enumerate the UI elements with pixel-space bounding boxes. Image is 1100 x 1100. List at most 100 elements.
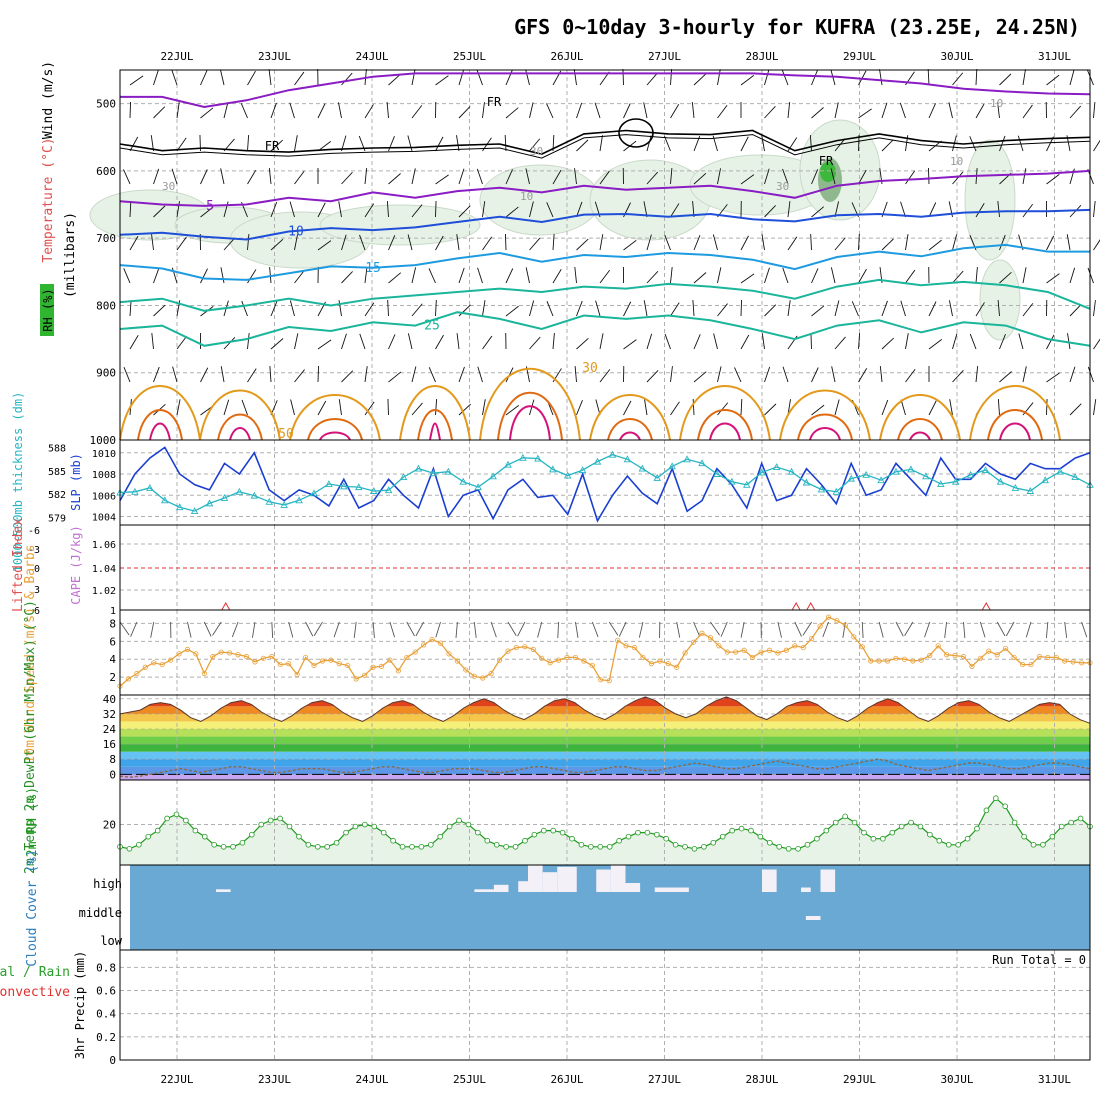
wind-barb	[712, 234, 718, 251]
wind-barb	[341, 370, 354, 383]
wind-barb	[740, 174, 755, 185]
wind-speed-point	[370, 664, 376, 670]
wind-barb	[435, 334, 444, 350]
wind-barb	[270, 139, 284, 152]
wind-barb	[435, 136, 444, 152]
wind-barb-10m	[305, 621, 314, 637]
wind-barb	[851, 301, 859, 317]
wind-barb	[761, 135, 765, 152]
wind-barb-10m	[130, 621, 138, 637]
wind-barb	[1022, 104, 1033, 119]
cloud-high-block	[474, 889, 494, 892]
ylabel-cloud: Cloud Cover (%)	[25, 849, 40, 966]
wind-speed-point	[302, 654, 309, 661]
rh-point	[691, 846, 698, 852]
wind-barb	[574, 168, 577, 185]
temp-band	[120, 766, 1090, 775]
thickness-marker	[937, 480, 945, 487]
wind-barb	[223, 399, 230, 416]
precip-tick: 0.2	[96, 1031, 116, 1044]
wind-barb	[643, 102, 648, 119]
rh-point	[333, 839, 340, 846]
rh-point	[371, 823, 378, 830]
thickness-marker	[131, 487, 139, 495]
thickness-tick: 579	[48, 513, 66, 524]
rh-point	[757, 833, 764, 840]
date-label-top: 31JUL	[1038, 50, 1071, 63]
isotherm-40-arch	[417, 409, 453, 441]
wind-speed-point	[657, 658, 663, 664]
isotherm-label: 15	[365, 261, 381, 276]
wind-barb	[220, 168, 225, 185]
wind-barb	[387, 299, 389, 317]
precip-tick: 0.6	[96, 985, 116, 998]
wind-barb	[1046, 398, 1048, 416]
wind-barb	[407, 234, 413, 251]
wind-barb	[787, 102, 791, 119]
date-label-top: 28JUL	[745, 50, 778, 63]
slp-tick: 1010	[92, 449, 116, 460]
cape-tick: 1.02	[92, 586, 116, 597]
wind-barb	[294, 234, 298, 251]
wind-speed-point	[362, 672, 368, 678]
wind-barb	[670, 203, 680, 218]
wind-barb	[200, 169, 208, 185]
thickness-marker	[355, 483, 363, 491]
isotherm-line	[119, 169, 1091, 207]
temp-tick: 0	[109, 768, 116, 781]
wind-barb	[1093, 102, 1096, 119]
thickness-marker	[444, 467, 453, 475]
precip-tick: 0.8	[96, 961, 116, 974]
wind-barb	[811, 169, 819, 185]
wind-barb	[717, 104, 728, 119]
wind-speed-point	[707, 635, 714, 641]
wind-barb-10m	[924, 621, 931, 638]
wind-barb	[386, 102, 389, 119]
thickness-marker	[877, 476, 885, 484]
thickness-marker	[549, 465, 557, 473]
rh-point	[663, 835, 670, 842]
thickness-marker	[802, 478, 811, 486]
wind-barb	[338, 300, 342, 317]
rh-point	[1058, 823, 1065, 830]
rh-contour-label: 10	[520, 190, 533, 203]
rh-point	[682, 843, 688, 850]
wind-barb	[740, 136, 749, 152]
wind-barb	[529, 201, 534, 218]
wind-barb	[810, 332, 812, 350]
wind-barb-10m	[693, 621, 701, 637]
isotherm-50-arch	[429, 422, 441, 441]
wind-barb	[809, 135, 812, 152]
thickness-marker	[265, 497, 273, 505]
wind-barb	[900, 201, 906, 218]
rh-shade	[589, 159, 711, 241]
rh-point	[588, 843, 594, 850]
thickness-marker	[474, 483, 482, 491]
date-label-bottom: 23JUL	[258, 1073, 291, 1086]
wind-barb	[928, 103, 936, 119]
wind-barb-10m	[861, 621, 864, 639]
wind-barb	[411, 204, 423, 218]
wind-barb	[505, 206, 519, 218]
rh-point	[1002, 803, 1009, 810]
wind-barb-10m	[119, 621, 130, 636]
rh-point	[974, 825, 980, 832]
wind-barb	[223, 201, 229, 218]
wind-barb	[858, 368, 868, 383]
wind-barb	[317, 202, 326, 218]
wind-barb-10m	[252, 621, 256, 638]
cloud-high-block	[542, 872, 558, 892]
isotherm-label: 5	[206, 199, 214, 214]
isotherm-40-arch	[797, 413, 853, 441]
panel-frame	[119, 949, 1091, 1061]
isotherm-line	[119, 278, 1091, 312]
ylabel-lifted-index: Lifted Index	[11, 518, 26, 612]
wind-barb	[810, 233, 812, 251]
wind-barb-10m	[490, 621, 497, 638]
wind-barb	[879, 366, 883, 383]
wind-barb	[388, 173, 401, 185]
date-label-bottom: 28JUL	[745, 1073, 778, 1086]
rh-point	[1030, 841, 1037, 848]
wind-barb	[458, 304, 471, 317]
thickness-marker	[907, 465, 915, 473]
